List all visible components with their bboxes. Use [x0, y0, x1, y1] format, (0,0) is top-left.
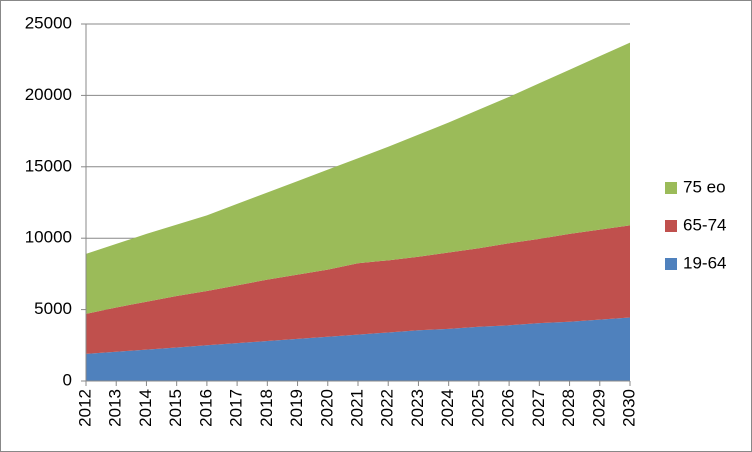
- legend-label: 19-64: [683, 253, 726, 272]
- x-tick-label: 2015: [166, 389, 185, 427]
- x-tick-label: 2018: [257, 389, 276, 427]
- area: [86, 225, 630, 354]
- x-tick-label: 2027: [529, 389, 548, 427]
- legend-swatch: [665, 182, 677, 194]
- x-tick-label: 2021: [347, 389, 366, 427]
- x-tick-label: 2024: [438, 389, 457, 427]
- legend-swatch: [665, 258, 677, 270]
- x-tick-label: 2017: [227, 389, 246, 427]
- y-tick-label: 5000: [34, 299, 72, 318]
- x-tick-label: 2013: [106, 389, 125, 427]
- x-tick-label: 2012: [75, 389, 94, 427]
- area: [86, 42, 630, 314]
- y-tick-label: 0: [63, 370, 72, 389]
- y-tick-label: 25000: [25, 13, 72, 32]
- x-tick-label: 2016: [196, 389, 215, 427]
- x-tick-label: 2022: [378, 389, 397, 427]
- x-tick-label: 2014: [136, 389, 155, 427]
- y-tick-label: 15000: [25, 156, 72, 175]
- x-tick-label: 2026: [499, 389, 518, 427]
- x-tick-label: 2023: [408, 389, 427, 427]
- x-tick-label: 2019: [287, 389, 306, 427]
- y-tick-label: 20000: [25, 85, 72, 104]
- x-tick-label: 2028: [559, 389, 578, 427]
- x-tick-label: 2029: [589, 389, 608, 427]
- legend-label: 75 eo: [683, 177, 726, 196]
- x-tick-label: 2020: [317, 389, 336, 427]
- x-tick-label: 2030: [619, 389, 638, 427]
- x-tick-label: 2025: [468, 389, 487, 427]
- legend-swatch: [665, 220, 677, 232]
- area: [86, 317, 630, 381]
- legend-label: 65-74: [683, 215, 726, 234]
- y-tick-label: 10000: [25, 228, 72, 247]
